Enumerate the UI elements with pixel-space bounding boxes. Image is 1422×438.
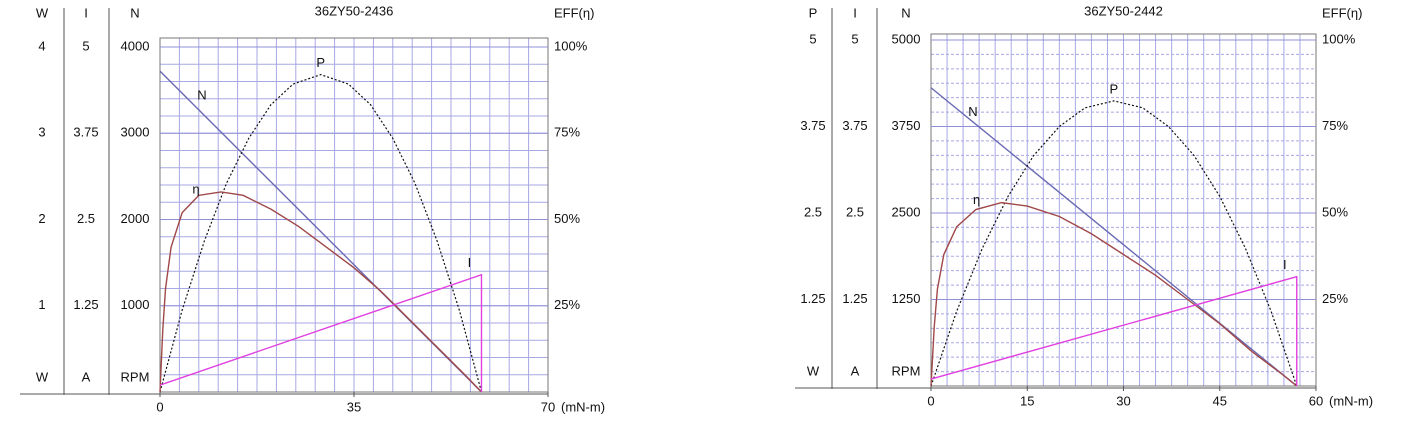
x-tick-label: 70 <box>541 399 555 414</box>
y-tick-label: 2 <box>38 211 45 226</box>
series-label: η <box>973 192 980 207</box>
y-tick-label: 2500 <box>892 204 921 219</box>
y2-tick-label: 75% <box>1322 118 1348 133</box>
y-axis-unit: W <box>36 369 49 384</box>
y2-tick-label: 50% <box>1322 204 1348 219</box>
series-label: N <box>197 88 206 103</box>
y2-tick-label: 50% <box>554 211 580 226</box>
y-tick-label: 3.75 <box>842 118 867 133</box>
curve <box>159 191 482 393</box>
y-tick-label: 2000 <box>121 211 150 226</box>
y-tick-label: 1000 <box>121 297 150 312</box>
x-tick-label: 0 <box>156 399 163 414</box>
series-label: η <box>192 181 199 196</box>
y-axis-unit: A <box>82 369 91 384</box>
curve <box>159 73 483 393</box>
curve <box>930 275 1298 386</box>
x-tick-label: 30 <box>1116 393 1130 408</box>
series-label: N <box>968 104 977 119</box>
curve <box>930 100 1298 387</box>
x-axis-label: (mN-m) <box>1329 393 1373 408</box>
y-tick-label: 2.5 <box>846 204 864 219</box>
y-axis-label: N <box>130 5 139 20</box>
y-tick-label: 1250 <box>892 291 921 306</box>
curve <box>159 273 483 392</box>
chart-title: 36ZY50-2436 <box>315 3 394 18</box>
y2-tick-label: 25% <box>1322 291 1348 306</box>
y2-axis-label: EFF(η) <box>554 5 594 20</box>
x-tick-label: 60 <box>1309 393 1323 408</box>
x-axis-label: (mN-m) <box>561 399 605 414</box>
y-axis-label: W <box>36 5 49 20</box>
y-tick-label: 2.5 <box>77 211 95 226</box>
y2-tick-label: 100% <box>554 38 588 53</box>
chart-title: 36ZY50-2442 <box>1084 3 1163 18</box>
series-label: I <box>1283 257 1287 272</box>
y-tick-label: 5 <box>851 31 858 46</box>
y-tick-label: 1.25 <box>73 297 98 312</box>
y-axis-label: P <box>809 5 818 20</box>
y-tick-label: 1 <box>38 297 45 312</box>
y-tick-label: 1.25 <box>842 291 867 306</box>
y2-tick-label: 75% <box>554 125 580 140</box>
y-tick-label: 3 <box>38 125 45 140</box>
y2-tick-label: 100% <box>1322 31 1356 46</box>
curve <box>930 87 1298 387</box>
y-tick-label: 4 <box>38 38 45 53</box>
y-tick-label: 5000 <box>892 31 921 46</box>
x-tick-label: 35 <box>347 399 361 414</box>
y-axis-unit: W <box>807 363 820 378</box>
y-axis-label: I <box>84 5 88 20</box>
y2-tick-label: 25% <box>554 297 580 312</box>
y-tick-label: 3.75 <box>73 125 98 140</box>
x-tick-label: 15 <box>1020 393 1034 408</box>
y2-axis-label: EFF(η) <box>1322 5 1362 20</box>
y-tick-label: 4000 <box>121 38 150 53</box>
y-tick-label: 5 <box>809 31 816 46</box>
y-tick-label: 3750 <box>892 118 921 133</box>
y-axis-unit: RPM <box>121 369 150 384</box>
x-tick-label: 0 <box>927 393 934 408</box>
y-axis-label: N <box>901 5 910 20</box>
series-label: I <box>468 255 472 270</box>
series-label: P <box>1110 81 1119 96</box>
y-axis-label: I <box>853 5 857 20</box>
y-tick-label: 1.25 <box>800 291 825 306</box>
y-axis-unit: RPM <box>892 363 921 378</box>
y-tick-label: 5 <box>82 38 89 53</box>
curve <box>930 201 1298 387</box>
y-axis-unit: A <box>851 363 860 378</box>
y-tick-label: 2.5 <box>804 204 822 219</box>
y-tick-label: 3000 <box>121 125 150 140</box>
series-label: P <box>316 55 325 70</box>
y-tick-label: 3.75 <box>800 118 825 133</box>
x-tick-label: 45 <box>1213 393 1227 408</box>
